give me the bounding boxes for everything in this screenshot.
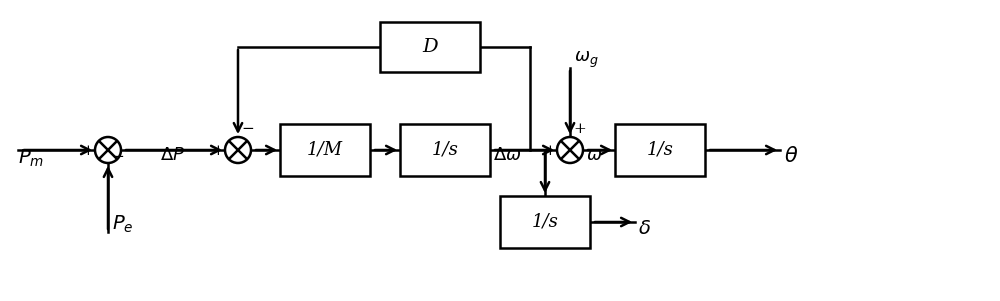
Text: $\omega_g$: $\omega_g$ — [574, 50, 599, 70]
Text: $\Delta P$: $\Delta P$ — [160, 146, 186, 164]
Text: 1/s: 1/s — [647, 141, 673, 159]
Text: −: − — [111, 150, 124, 164]
FancyBboxPatch shape — [380, 22, 480, 72]
Text: +: + — [211, 144, 224, 158]
FancyBboxPatch shape — [500, 196, 590, 248]
Text: $\delta$: $\delta$ — [638, 220, 651, 238]
Circle shape — [557, 137, 583, 163]
Text: +: + — [81, 144, 94, 158]
Text: $\Delta\omega$: $\Delta\omega$ — [493, 146, 522, 164]
Text: $P_e$: $P_e$ — [112, 214, 134, 235]
Circle shape — [95, 137, 121, 163]
Text: −: − — [241, 122, 254, 136]
FancyBboxPatch shape — [400, 124, 490, 176]
Text: $P_m$: $P_m$ — [18, 148, 44, 169]
Text: 1/s: 1/s — [432, 141, 458, 159]
Text: 1/s: 1/s — [532, 213, 558, 231]
Text: +: + — [573, 122, 586, 136]
Text: +: + — [543, 144, 556, 158]
Text: D: D — [422, 38, 438, 56]
FancyBboxPatch shape — [615, 124, 705, 176]
Text: $\theta$: $\theta$ — [784, 146, 798, 166]
FancyBboxPatch shape — [280, 124, 370, 176]
Text: $\omega$: $\omega$ — [586, 146, 602, 164]
Circle shape — [225, 137, 251, 163]
Text: 1/M: 1/M — [307, 141, 343, 159]
